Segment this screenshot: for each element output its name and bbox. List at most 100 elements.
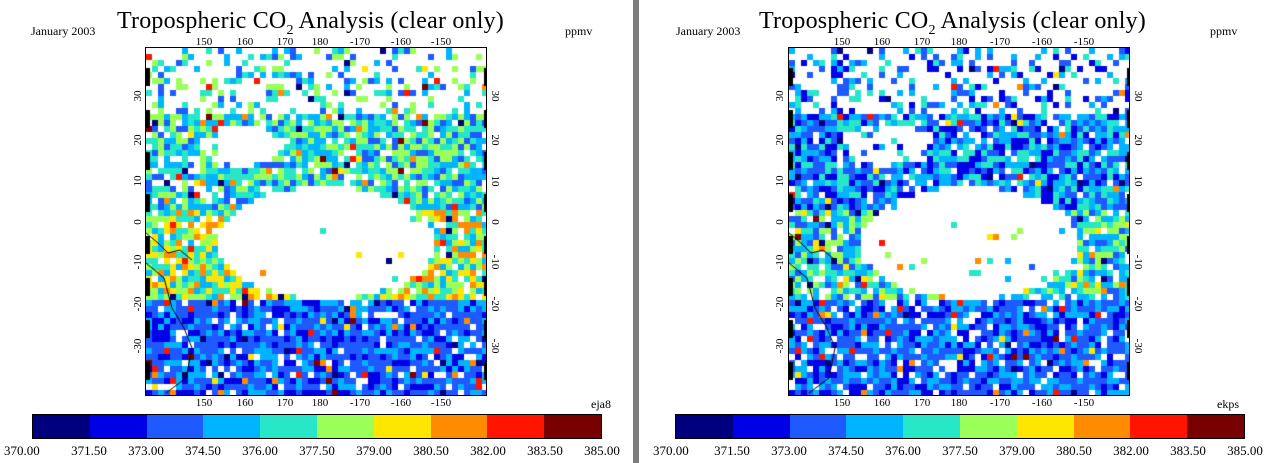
lat-tick-left: 0 <box>132 219 144 225</box>
lat-tick-right: -30 <box>489 338 501 354</box>
lon-tick-top: 160 <box>236 36 254 48</box>
colorbar-label: 376.00 <box>885 443 921 458</box>
colorbar-label: 379.00 <box>356 443 392 458</box>
lat-tick-left: 10 <box>132 175 144 187</box>
colorbar-label: 385.00 <box>1227 443 1263 458</box>
colorbar-swatch <box>903 415 960 438</box>
lon-tick-bottom: -170 <box>989 397 1011 409</box>
lat-tick-right: -30 <box>1132 338 1144 354</box>
date-label: January 2003 <box>31 24 96 38</box>
colorbar-swatch <box>544 415 601 438</box>
lon-tick-top: -150 <box>1073 36 1095 48</box>
lon-tick-top: 160 <box>873 36 891 48</box>
colorbar-label: 382.00 <box>1113 443 1149 458</box>
colorbar-label: 370.00 <box>653 443 689 458</box>
co2-map-plot <box>145 47 487 396</box>
map-panel-left: January 2003 Tropospheric CO2 Analysis (… <box>0 0 633 463</box>
colorbar-swatch <box>430 415 488 438</box>
colorbar-swatch <box>1016 415 1074 438</box>
colorbar-label: 377.50 <box>942 443 978 458</box>
lat-tick-left: 0 <box>774 219 786 225</box>
lat-tick-left: 10 <box>774 175 786 187</box>
lon-tick-bottom: -170 <box>349 397 371 409</box>
lat-tick-left: 30 <box>774 90 786 102</box>
colorbar-label: 380.50 <box>1056 443 1092 458</box>
lon-tick-bottom: 170 <box>913 397 931 409</box>
lon-tick-top: -160 <box>1031 36 1053 48</box>
lat-tick-left: -30 <box>132 338 144 354</box>
colorbar-swatch <box>789 415 847 438</box>
lat-tick-right: -10 <box>1132 254 1144 270</box>
lon-tick-bottom: 150 <box>833 397 851 409</box>
lat-tick-right: -20 <box>489 296 501 312</box>
lat-tick-left: -10 <box>774 254 786 270</box>
colorbar-label: 370.00 <box>4 443 40 458</box>
panel-divider <box>633 0 639 463</box>
lon-tick-bottom: -160 <box>390 397 412 409</box>
lat-tick-right: 20 <box>489 134 501 146</box>
colorbar-label: 374.50 <box>185 443 221 458</box>
units-label: ppmv <box>565 24 593 38</box>
colorbar-swatch <box>373 415 431 438</box>
colorbar-label: 379.00 <box>999 443 1035 458</box>
lon-tick-top: 180 <box>950 36 968 48</box>
lat-tick-right: 20 <box>1132 134 1144 146</box>
lon-tick-top: -170 <box>349 36 371 48</box>
run-label: eja8 <box>591 397 611 411</box>
colorbar-swatch <box>316 415 374 438</box>
lat-tick-left: 30 <box>132 90 144 102</box>
lon-tick-bottom: 170 <box>276 397 294 409</box>
lon-tick-top: -150 <box>430 36 452 48</box>
colorbar-label: 385.00 <box>584 443 620 458</box>
co2-map-plot <box>788 47 1130 396</box>
colorbar-swatch <box>146 415 204 438</box>
colorbar-label: 382.00 <box>470 443 506 458</box>
units-label: ppmv <box>1210 24 1238 38</box>
lon-tick-top: 150 <box>833 36 851 48</box>
lat-tick-right: 10 <box>489 175 501 187</box>
lon-tick-top: 170 <box>913 36 931 48</box>
colorbar-swatch <box>959 415 1017 438</box>
lon-tick-top: 150 <box>195 36 213 48</box>
run-label: ekps <box>1217 397 1239 411</box>
lon-tick-bottom: 160 <box>873 397 891 409</box>
colorbar-swatch <box>260 415 317 438</box>
lon-tick-top: 170 <box>276 36 294 48</box>
colorbar-swatch <box>487 415 545 438</box>
colorbar-label: 371.50 <box>71 443 107 458</box>
lat-tick-left: 20 <box>132 134 144 146</box>
lon-tick-bottom: 160 <box>236 397 254 409</box>
colorbar-label: 377.50 <box>299 443 335 458</box>
map-title: Tropospheric CO2 Analysis (clear only) <box>759 8 1147 38</box>
colorbar-swatch <box>1187 415 1244 438</box>
colorbar-swatch <box>89 415 147 438</box>
map-panel-right: January 2003 Tropospheric CO2 Analysis (… <box>639 0 1279 463</box>
colorbar-swatch <box>676 415 733 438</box>
colorbar-swatch <box>732 415 790 438</box>
colorbar-label: 376.00 <box>242 443 278 458</box>
lat-tick-left: -20 <box>132 296 144 312</box>
lon-tick-bottom: 180 <box>950 397 968 409</box>
lat-tick-right: 0 <box>1132 219 1144 225</box>
colorbar-label: 383.50 <box>527 443 563 458</box>
colorbar-swatch <box>203 415 261 438</box>
date-label: January 2003 <box>676 24 741 38</box>
lat-tick-left: -20 <box>774 296 786 312</box>
lat-tick-right: 0 <box>489 219 501 225</box>
colorbar-label: 371.50 <box>714 443 750 458</box>
lat-tick-left: 20 <box>774 134 786 146</box>
lat-tick-right: -10 <box>489 254 501 270</box>
lon-tick-top: -160 <box>390 36 412 48</box>
lat-tick-right: -20 <box>1132 296 1144 312</box>
colorbar-swatch <box>1130 415 1188 438</box>
colorbar-label: 374.50 <box>828 443 864 458</box>
lon-tick-bottom: -160 <box>1031 397 1053 409</box>
lon-tick-bottom: -150 <box>1073 397 1095 409</box>
colorbar-label: 373.00 <box>771 443 807 458</box>
lon-tick-bottom: 150 <box>195 397 213 409</box>
lon-tick-bottom: 180 <box>311 397 329 409</box>
colorbar-label: 373.00 <box>128 443 164 458</box>
lat-tick-left: -30 <box>774 338 786 354</box>
lat-tick-right: 10 <box>1132 175 1144 187</box>
colorbar-label: 383.50 <box>1170 443 1206 458</box>
